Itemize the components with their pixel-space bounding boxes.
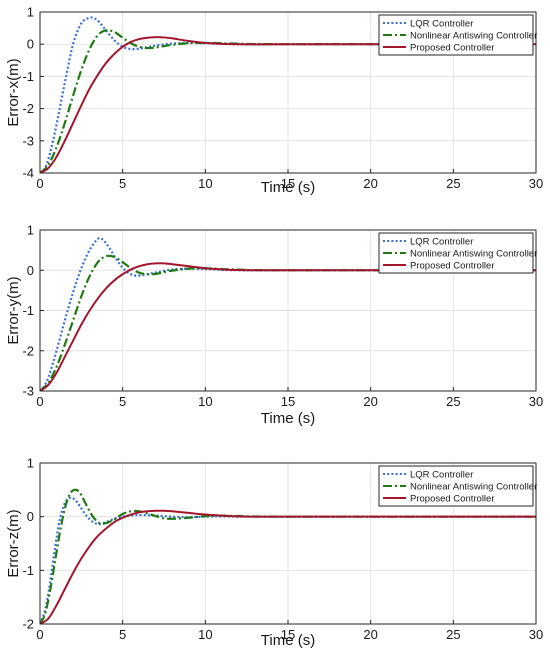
y-axis-label: Error-x(m) — [5, 58, 22, 126]
series-line-2 — [40, 254, 536, 391]
x-tick-label: 10 — [198, 394, 212, 409]
x-tick-label: 20 — [363, 394, 377, 409]
x-tick-label: 10 — [198, 176, 212, 191]
legend-label: LQR Controller — [410, 19, 473, 30]
chart-panel-2: 0 5 10 15 20 25 30 -3 -2 -1 0 1 Time (s) Error-y(m) LQ… — [5, 223, 543, 428]
x-axis-label: Time (s) — [261, 410, 315, 427]
y-tick-label: -3 — [22, 133, 34, 148]
chart-panel-3: 0 5 10 15 20 25 30 -2 -1 0 1 Time (s) Error-z(m) LQR … — [5, 456, 543, 650]
y-tick-label: 0 — [27, 263, 34, 278]
chart-panel-1: 0 5 10 15 20 25 30 -4 -3 -2 -1 0 1 Time (s) Error-x(m)… — [5, 5, 543, 197]
series-line-3 — [40, 36, 536, 173]
x-axis-label: Time (s) — [261, 632, 315, 649]
x-tick-label: 25 — [446, 176, 460, 191]
y-tick-label: 1 — [27, 5, 34, 20]
x-tick-label: 15 — [281, 394, 295, 409]
x-tick-label: 0 — [36, 176, 43, 191]
x-tick-label: 20 — [363, 176, 377, 191]
y-tick-label: 0 — [27, 509, 34, 524]
x-tick-label: 5 — [119, 176, 126, 191]
x-tick-label: 20 — [363, 627, 377, 642]
y-tick-label: 1 — [27, 223, 34, 238]
y-tick-label: -1 — [22, 563, 34, 578]
y-tick-label: -2 — [22, 343, 34, 358]
x-tick-label: 10 — [198, 627, 212, 642]
series-line-2 — [40, 488, 536, 624]
y-tick-label: -4 — [22, 166, 34, 181]
y-tick-label: -3 — [22, 384, 34, 399]
y-tick-label: -1 — [22, 303, 34, 318]
x-tick-label: 15 — [281, 176, 295, 191]
x-tick-label: 5 — [119, 394, 126, 409]
x-tick-label: 0 — [36, 627, 43, 642]
x-tick-label: 30 — [529, 627, 543, 642]
x-tick-label: 15 — [281, 627, 295, 642]
y-tick-label: -2 — [22, 617, 34, 632]
legend-label: LQR Controller — [410, 237, 473, 248]
series-group — [40, 488, 536, 624]
y-tick-label: -2 — [22, 101, 34, 116]
x-tick-label: 25 — [446, 394, 460, 409]
x-tick-label: 25 — [446, 627, 460, 642]
y-axis-label: Error-y(m) — [5, 276, 22, 344]
x-tick-label: 5 — [119, 627, 126, 642]
legend-label: Nonlinear Antiswing Controller — [410, 249, 537, 260]
series-group — [40, 236, 536, 391]
y-tick-label: 0 — [27, 37, 34, 52]
legend-label: Proposed Controller — [410, 261, 495, 272]
x-tick-label: 30 — [529, 394, 543, 409]
legend-label: Proposed Controller — [410, 43, 495, 54]
series-line-3 — [40, 509, 536, 624]
y-tick-label: 1 — [27, 456, 34, 471]
x-axis-label: Time (s) — [261, 179, 315, 196]
legend-label: Proposed Controller — [410, 494, 495, 505]
series-line-3 — [40, 262, 536, 391]
x-tick-label: 30 — [529, 176, 543, 191]
y-axis-label: Error-z(m) — [5, 509, 22, 577]
legend-label: Nonlinear Antiswing Controller — [410, 31, 537, 42]
x-tick-label: 0 — [36, 394, 43, 409]
legend-label: LQR Controller — [410, 470, 473, 481]
y-tick-label: -1 — [22, 69, 34, 84]
legend-label: Nonlinear Antiswing Controller — [410, 482, 537, 493]
series-group — [40, 16, 536, 173]
